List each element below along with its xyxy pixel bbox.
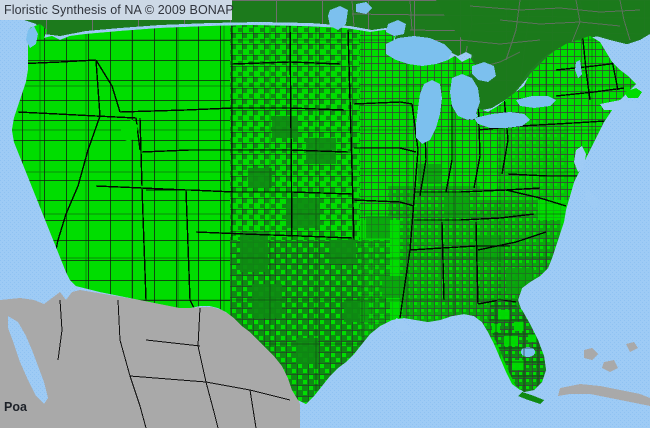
map-title-text: Floristic Synthesis of NA © 2009 BONAP: [4, 2, 234, 17]
lake-st-clair: [466, 110, 478, 120]
lake-okeechobee: [521, 347, 535, 357]
northern-lake-2: [356, 2, 372, 14]
canada-ontario-quebec: [436, 0, 650, 110]
lake-of-the-woods: [386, 20, 406, 36]
florida-keys: [518, 392, 544, 404]
mexico-landmass: [0, 290, 300, 428]
cuba-landmass: [558, 384, 650, 406]
georgian-bay: [472, 62, 496, 82]
lake-erie: [474, 112, 530, 128]
canada-region: [0, 0, 650, 110]
title-banner: Floristic Synthesis of NA © 2009 BONAP: [0, 0, 234, 20]
state-boundaries: [13, 25, 627, 319]
gulf-of-california: [8, 316, 48, 404]
bahamas-island-1: [584, 348, 598, 360]
coastline-detail: [394, 88, 642, 332]
great-lakes: [26, 2, 582, 144]
lake-champlain: [575, 60, 582, 78]
mexico-region: [0, 290, 650, 428]
lake-michigan: [416, 80, 442, 144]
lake-ontario: [516, 96, 556, 108]
lake-huron: [450, 74, 480, 120]
taxon-name-label: Poa: [4, 400, 27, 414]
lake-superior: [386, 36, 452, 66]
northern-lake: [328, 6, 348, 30]
great-salt-lake-area: [120, 120, 138, 142]
puget-sound: [26, 26, 38, 48]
bahamas-island-3: [626, 342, 638, 352]
bahamas-island-2: [602, 360, 618, 372]
